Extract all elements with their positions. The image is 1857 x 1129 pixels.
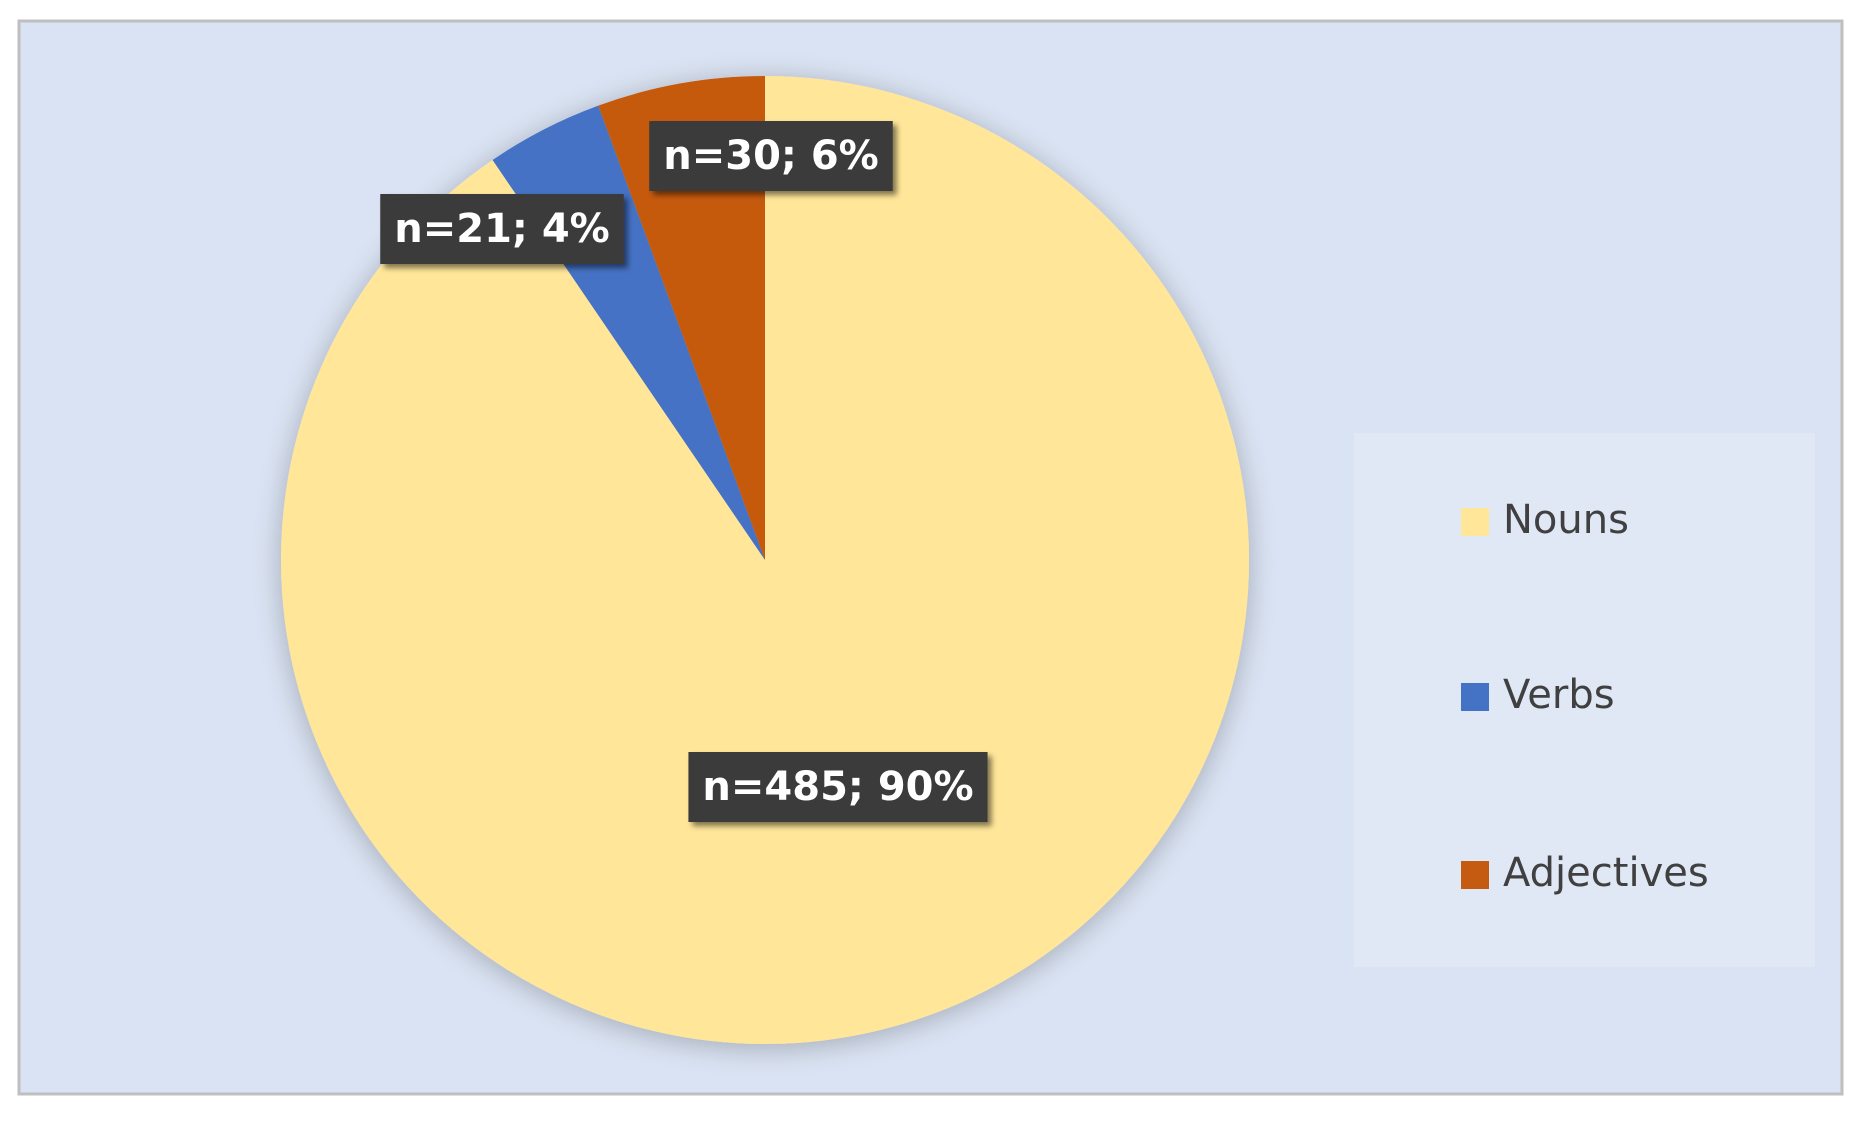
data-label-text: n=30; 6% bbox=[663, 133, 879, 179]
legend-marker bbox=[1461, 861, 1489, 889]
pie-slice bbox=[598, 76, 765, 560]
data-label-box bbox=[688, 752, 988, 822]
pie-slice bbox=[280, 76, 1249, 1044]
legend-box bbox=[1354, 433, 1815, 967]
data-label-text: n=21; 4% bbox=[394, 206, 610, 252]
legend-label: Adjectives bbox=[1503, 850, 1709, 896]
legend-label: Nouns bbox=[1503, 497, 1629, 543]
legend-marker bbox=[1461, 508, 1489, 536]
data-labels: n=485; 90% n=21; 4% n=30; 6% bbox=[380, 121, 988, 822]
data-label: n=21; 4% bbox=[380, 194, 624, 264]
legend: Nouns Verbs Adjectives bbox=[1461, 497, 1709, 896]
data-label-box bbox=[649, 121, 893, 191]
legend-label: Verbs bbox=[1503, 672, 1615, 718]
data-label: n=485; 90% bbox=[688, 752, 988, 822]
data-label-text: n=485; 90% bbox=[702, 764, 973, 810]
legend-marker bbox=[1461, 683, 1489, 711]
data-label: n=30; 6% bbox=[649, 121, 893, 191]
pie bbox=[280, 76, 1249, 1044]
data-label-box bbox=[380, 194, 624, 264]
